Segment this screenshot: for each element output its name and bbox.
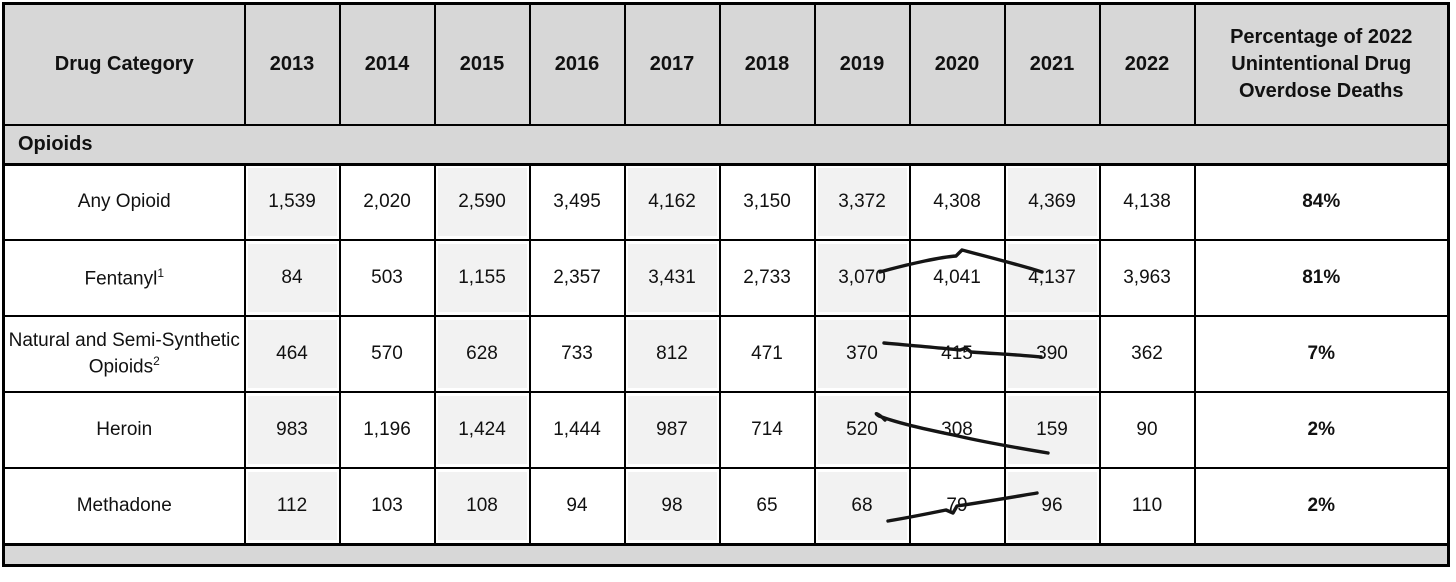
value-cell: 714 [718, 391, 816, 469]
col-header-percentage: Percentage of 2022 Unintentional Drug Ov… [1193, 2, 1450, 126]
value-cell: 112 [243, 467, 341, 545]
row-label: Heroin [96, 419, 153, 441]
value-cell: 84 [243, 239, 341, 317]
value-cell: 1,155 [433, 239, 531, 317]
row-label: Methadone [76, 494, 172, 516]
value-cell: 103 [338, 467, 436, 545]
col-header-year: 2020 [908, 2, 1006, 126]
col-header-year: 2022 [1098, 2, 1196, 126]
footnote-marker: 1 [157, 265, 165, 280]
value-cell: 90 [1098, 391, 1196, 469]
col-header-year: 2019 [813, 2, 911, 126]
row-label-cell: Methadone [2, 467, 246, 545]
overdose-table: Drug Category 2013 2014 2015 2016 2017 2018 20… [2, 2, 1450, 567]
header-row: Drug Category 2013 2014 2015 2016 2017 2018 20… [2, 2, 1450, 126]
value-cell: 3,963 [1098, 239, 1196, 317]
col-header-year: 2021 [1003, 2, 1101, 126]
value-cell: 503 [338, 239, 436, 317]
value-cell: 3,150 [718, 163, 816, 241]
value-cell: 570 [338, 315, 436, 393]
value-cell: 3,070 [813, 239, 911, 317]
table-row: Methadone 112 103 108 94 98 65 68 79 96 110 2% [2, 467, 1450, 545]
section-row-opioids: Opioids [2, 123, 1450, 166]
value-cell: 159 [1003, 391, 1101, 469]
value-cell: 3,495 [528, 163, 626, 241]
value-cell: 983 [243, 391, 341, 469]
section-label: Opioids [2, 123, 1450, 166]
value-cell: 65 [718, 467, 816, 545]
value-cell: 812 [623, 315, 721, 393]
col-header-drug-category: Drug Category [2, 2, 246, 126]
value-cell: 2,020 [338, 163, 436, 241]
value-cell: 362 [1098, 315, 1196, 393]
value-cell: 390 [1003, 315, 1101, 393]
row-label: Fentanyl [84, 267, 158, 289]
value-cell: 98 [623, 467, 721, 545]
value-cell: 628 [433, 315, 531, 393]
table-row: Natural and Semi-Synthetic Opioids2 464 57… [2, 315, 1450, 393]
row-label-cell: Any Opioid [2, 163, 246, 241]
col-header-year: 2016 [528, 2, 626, 126]
row-label-cell: Natural and Semi-Synthetic Opioids2 [2, 315, 246, 393]
value-cell: 108 [433, 467, 531, 545]
row-label-cell: Fentanyl1 [2, 239, 246, 317]
value-cell: 2,590 [433, 163, 531, 241]
value-cell: 3,372 [813, 163, 911, 241]
col-header-year: 2015 [433, 2, 531, 126]
value-cell: 471 [718, 315, 816, 393]
col-header-year: 2017 [623, 2, 721, 126]
value-cell: 4,162 [623, 163, 721, 241]
value-cell: 308 [908, 391, 1006, 469]
value-cell: 464 [243, 315, 341, 393]
col-header-year: 2014 [338, 2, 436, 126]
value-cell: 94 [528, 467, 626, 545]
value-cell: 2,357 [528, 239, 626, 317]
value-cell: 79 [908, 467, 1006, 545]
table-row: Any Opioid 1,539 2,020 2,590 3,495 4,162 3,150… [2, 163, 1450, 241]
next-section-band-cutoff [2, 542, 1450, 566]
value-cell: 4,369 [1003, 163, 1101, 241]
value-cell: 1,424 [433, 391, 531, 469]
percentage-cell: 2% [1193, 391, 1450, 469]
value-cell: 520 [813, 391, 911, 469]
value-cell: 4,041 [908, 239, 1006, 317]
value-cell: 2,733 [718, 239, 816, 317]
value-cell: 4,138 [1098, 163, 1196, 241]
value-cell: 987 [623, 391, 721, 469]
value-cell: 1,539 [243, 163, 341, 241]
value-cell: 1,444 [528, 391, 626, 469]
percentage-cell: 7% [1193, 315, 1450, 393]
footnote-marker: 2 [153, 354, 160, 369]
value-cell: 415 [908, 315, 1006, 393]
value-cell: 110 [1098, 467, 1196, 545]
percentage-cell: 2% [1193, 467, 1450, 545]
value-cell: 4,137 [1003, 239, 1101, 317]
value-cell: 370 [813, 315, 911, 393]
value-cell: 96 [1003, 467, 1101, 545]
row-label: Any Opioid [77, 191, 171, 213]
value-cell: 1,196 [338, 391, 436, 469]
value-cell: 4,308 [908, 163, 1006, 241]
percentage-cell: 81% [1193, 239, 1450, 317]
value-cell: 3,431 [623, 239, 721, 317]
row-label: Natural and Semi-Synthetic Opioids [8, 329, 240, 378]
percentage-cell: 84% [1193, 163, 1450, 241]
value-cell: 733 [528, 315, 626, 393]
value-cell: 68 [813, 467, 911, 545]
col-header-year: 2018 [718, 2, 816, 126]
table-row: Fentanyl1 84 503 1,155 2,357 3,431 2,733 3,070 4… [2, 239, 1450, 317]
row-label-cell: Heroin [2, 391, 246, 469]
col-header-year: 2013 [243, 2, 341, 126]
table-row: Heroin 983 1,196 1,424 1,444 987 714 520 308 159 9… [2, 391, 1450, 469]
